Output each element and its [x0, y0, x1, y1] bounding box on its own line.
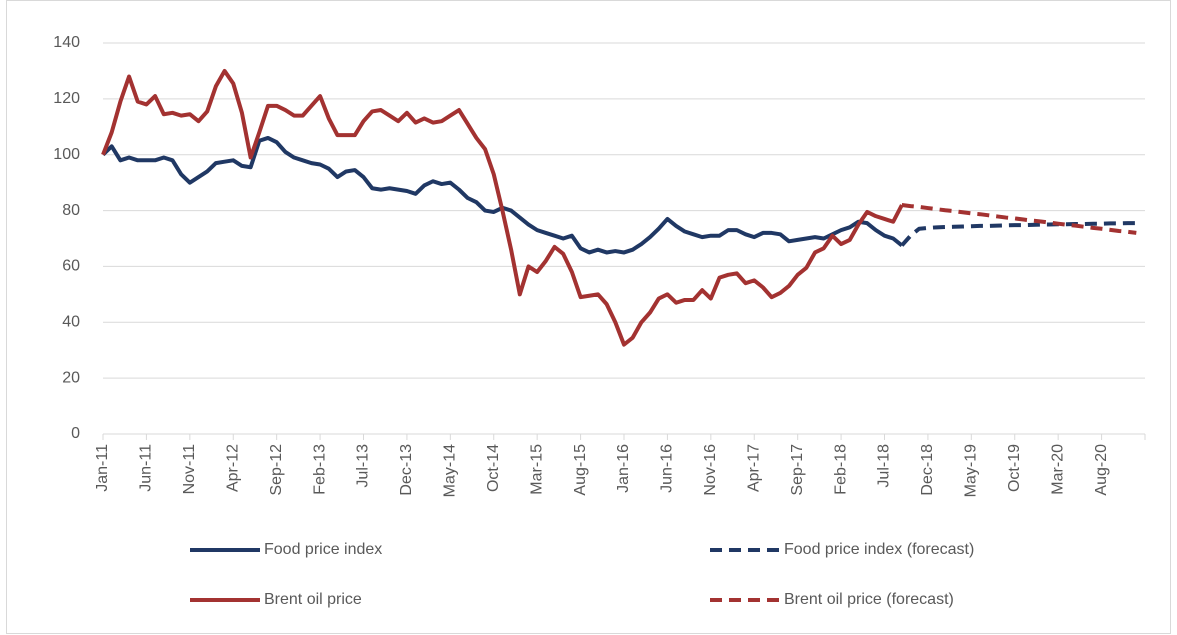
series-line: [901, 203, 1137, 235]
y-tick-label: 140: [53, 34, 80, 51]
x-tick-label: Jan-16: [615, 444, 632, 493]
x-tick-label: Sep-12: [268, 444, 285, 496]
y-tick-label: 100: [53, 146, 80, 163]
legend-label: Food price index (forecast): [784, 541, 974, 558]
x-tick-label: Apr-12: [224, 444, 241, 492]
x-tick-label: Jul-18: [876, 444, 893, 488]
x-tick-label: Oct-19: [1006, 444, 1023, 492]
x-tick-label: Dec-13: [398, 444, 415, 496]
x-tick-label: Nov-11: [181, 444, 198, 494]
y-tick-label: 120: [53, 90, 80, 107]
x-tick-label: Jan-11: [94, 444, 111, 492]
legend-label: Brent oil price: [264, 591, 362, 608]
x-tick-label: Aug-20: [1093, 444, 1110, 496]
y-tick-label: 80: [62, 202, 80, 219]
x-tick-label: Nov-16: [702, 444, 719, 496]
x-tick-label: Dec-18: [919, 444, 936, 496]
y-tick-label: 60: [62, 258, 80, 275]
x-tick-label: Feb-13: [311, 444, 328, 495]
legend-label: Brent oil price (forecast): [784, 591, 954, 608]
x-tick-label: Jun-16: [659, 444, 676, 493]
x-tick-label: Aug-15: [572, 444, 589, 496]
series-line: [101, 68, 904, 347]
y-tick-label: 0: [71, 425, 80, 442]
x-tick-label: May-19: [963, 444, 980, 497]
x-tick-label: Mar-20: [1049, 444, 1066, 495]
y-tick-label: 20: [62, 369, 80, 386]
x-tick-label: Mar-15: [528, 444, 545, 495]
y-tick-label: 40: [62, 314, 80, 331]
x-tick-label: Feb-18: [832, 444, 849, 495]
chart-border: [6, 0, 1171, 634]
x-tick-label: Jul-13: [355, 444, 372, 488]
x-tick-label: Jun-11: [138, 444, 155, 492]
x-tick-label: Apr-17: [745, 444, 762, 492]
legend-label: Food price index: [264, 541, 382, 558]
x-tick-label: Sep-17: [789, 444, 806, 496]
x-tick-label: Oct-14: [485, 444, 502, 492]
series-line: [900, 221, 1137, 247]
x-tick-label: May-14: [442, 444, 459, 497]
